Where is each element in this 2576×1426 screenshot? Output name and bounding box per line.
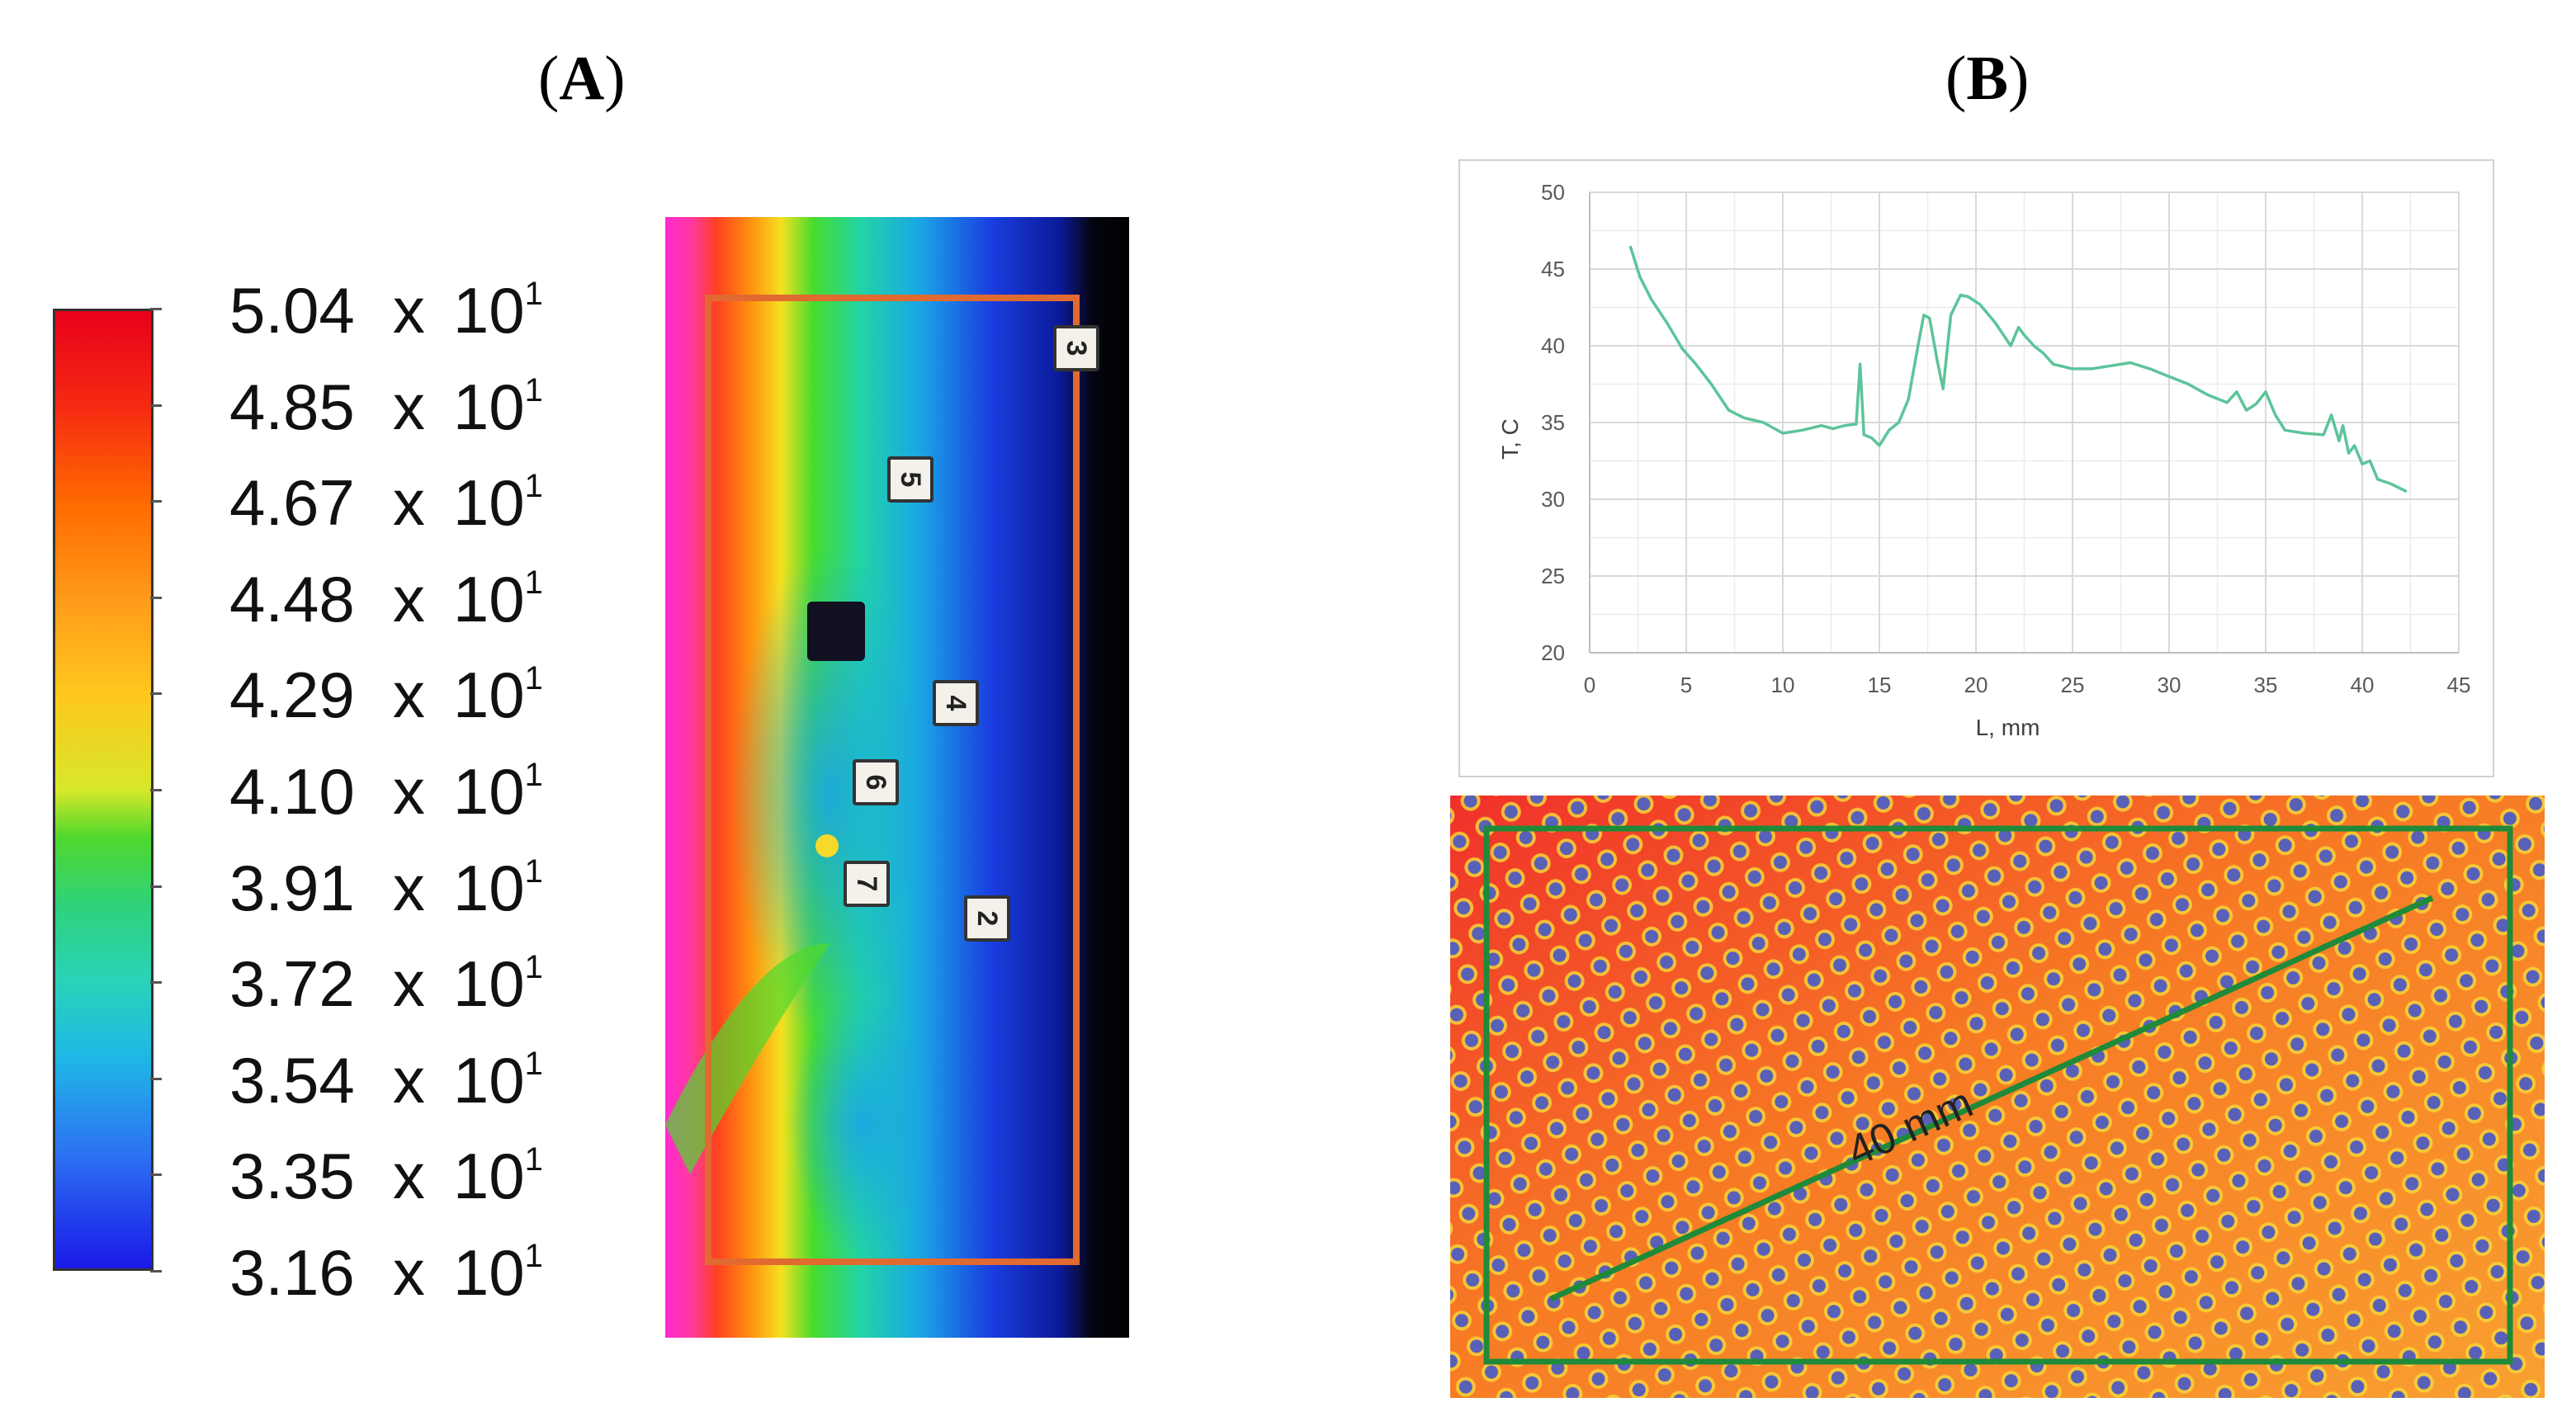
x-tick-label: 30 [2158, 673, 2181, 697]
y-tick-label: 40 [1541, 333, 1565, 358]
color-scale-tick [150, 1270, 162, 1273]
thermal-marker: 4 [933, 680, 979, 726]
color-scale-label: 4.48 x 101 [229, 562, 543, 635]
y-tick-label: 45 [1541, 257, 1565, 281]
color-scale-tick [150, 885, 162, 888]
x-tick-label: 5 [1680, 673, 1692, 697]
color-scale-tick [150, 1077, 162, 1080]
color-scale-tick [150, 500, 162, 503]
color-scale-label: 4.29 x 101 [229, 659, 543, 732]
x-tick-label: 45 [2447, 673, 2471, 697]
color-scale-tick [150, 789, 162, 791]
thermal-marker: 3 [1053, 325, 1099, 371]
x-tick-label: 40 [2351, 673, 2375, 697]
color-scale-label: 3.91 x 101 [229, 851, 543, 924]
thermal-marker: 5 [887, 456, 934, 503]
color-scale-bar [53, 309, 154, 1271]
y-tick-label: 30 [1541, 487, 1565, 512]
y-tick-label: 50 [1541, 180, 1565, 205]
x-tick-label: 20 [1964, 673, 1988, 697]
x-tick-label: 15 [1868, 673, 1892, 697]
x-tick-label: 0 [1584, 673, 1595, 697]
y-axis-title: T, C [1497, 418, 1523, 460]
color-scale-tick [150, 596, 162, 599]
y-tick-label: 20 [1541, 640, 1565, 665]
panel-label-b: (B) [1945, 44, 2030, 113]
x-tick-label: 25 [2061, 673, 2085, 697]
x-tick-label: 35 [2254, 673, 2278, 697]
color-scale-label: 4.67 x 101 [229, 466, 543, 540]
x-axis-title: L, mm [1976, 715, 2040, 740]
line-chart: 20 25 30 35 40 45 50 0 5 10 15 20 25 30 35 40 45 L, mm T, … [1497, 180, 2471, 740]
series-line [1628, 245, 2408, 493]
color-scale-label: 3.54 x 101 [229, 1043, 543, 1117]
y-tick-label: 25 [1541, 564, 1565, 588]
color-scale-tick [150, 404, 162, 407]
color-scale-tick [150, 1173, 162, 1177]
color-scale-label: 3.35 x 101 [229, 1140, 543, 1213]
color-scale-tick [150, 692, 162, 696]
color-scale-tick [150, 981, 162, 985]
color-scale-tick [150, 308, 162, 310]
measurement-line [1549, 895, 2434, 1302]
color-scale-label: 3.72 x 101 [229, 947, 543, 1021]
perforated-thermal-image: 40 mm [1450, 796, 2545, 1398]
thermal-marker: 2 [964, 895, 1010, 942]
color-scale-label: 3.16 x 101 [229, 1236, 543, 1309]
color-scale-label: 5.04 x 101 [229, 274, 543, 347]
measurement-frame [1483, 825, 2513, 1365]
y-tick-label: 35 [1541, 410, 1565, 435]
panel-label-a: (A) [538, 44, 626, 113]
thermal-marker: 6 [853, 759, 899, 805]
color-scale-label: 4.85 x 101 [229, 370, 543, 443]
line-chart-panel: 20 25 30 35 40 45 50 0 5 10 15 20 25 30 35 40 45 L, mm T, … [1458, 159, 2494, 777]
thermal-marker: 7 [844, 861, 890, 907]
x-tick-label: 10 [1771, 673, 1795, 697]
color-scale-label: 4.10 x 101 [229, 755, 543, 828]
